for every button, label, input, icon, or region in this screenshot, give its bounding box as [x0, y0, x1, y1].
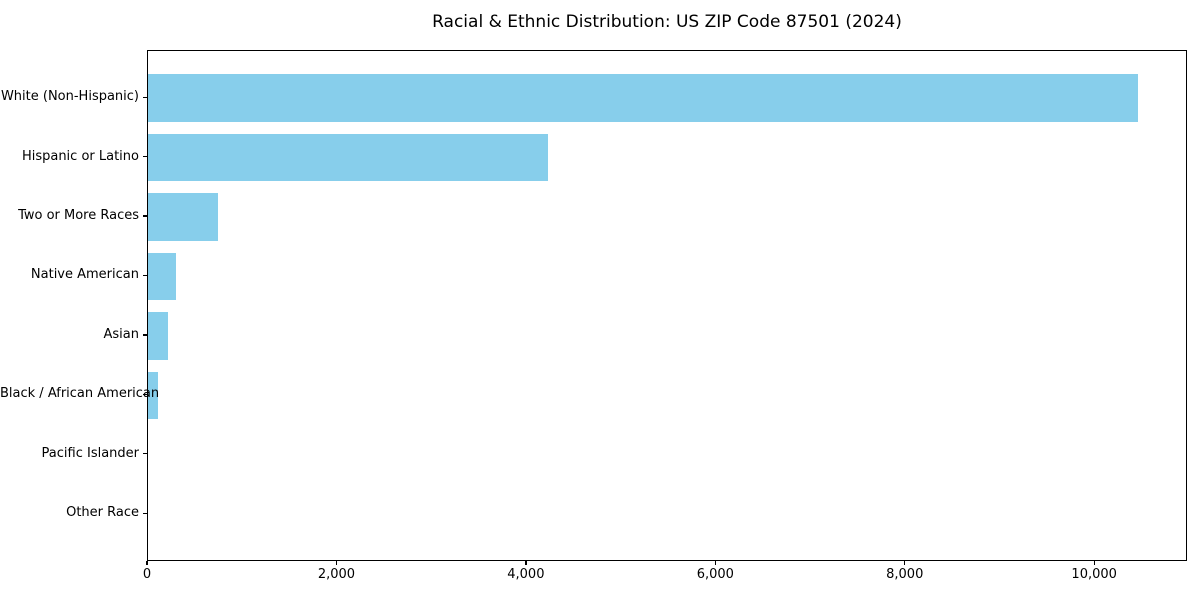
x-tick-mark [525, 561, 527, 565]
y-tick-mark [143, 215, 147, 217]
y-axis-category-label: Asian [103, 326, 139, 342]
x-tick-mark [904, 561, 906, 565]
bar [148, 133, 548, 182]
bar [148, 371, 159, 420]
plot-area [147, 50, 1187, 561]
x-axis-tick-label: 10,000 [1071, 567, 1117, 582]
x-axis-tick-label: 6,000 [696, 567, 734, 582]
x-axis-tick-label: 2,000 [317, 567, 356, 582]
bar [148, 312, 169, 360]
y-tick-mark [143, 512, 147, 514]
bar [148, 252, 176, 301]
y-tick-mark [143, 334, 147, 336]
y-tick-mark [143, 274, 147, 277]
y-axis-category-label: Two or More Races [18, 208, 139, 224]
y-axis-category-label: Black / African American [0, 386, 160, 402]
x-tick-mark [335, 561, 338, 565]
x-tick-mark [1093, 561, 1095, 565]
bar [148, 193, 219, 241]
x-axis-tick-label: 8,000 [886, 567, 924, 582]
y-axis-category-label: Pacific Islander [41, 445, 139, 461]
y-tick-mark [143, 453, 147, 455]
chart-title: Racial & Ethnic Distribution: US ZIP Cod… [432, 12, 902, 32]
x-axis-tick-label: 0 [142, 567, 152, 582]
y-tick-mark [143, 96, 147, 98]
y-tick-mark [143, 393, 147, 395]
x-axis-tick-label: 4,000 [507, 567, 545, 582]
x-tick-mark [146, 561, 148, 565]
y-axis-category-label: Other Race [66, 505, 139, 521]
y-axis-category-label: Hispanic or Latino [21, 148, 139, 164]
bar [148, 74, 1138, 122]
y-axis-category-label: White (Non-Hispanic) [0, 89, 139, 105]
y-tick-mark [143, 155, 147, 158]
x-tick-mark [714, 561, 716, 565]
y-axis-category-label: Native American [30, 267, 139, 283]
